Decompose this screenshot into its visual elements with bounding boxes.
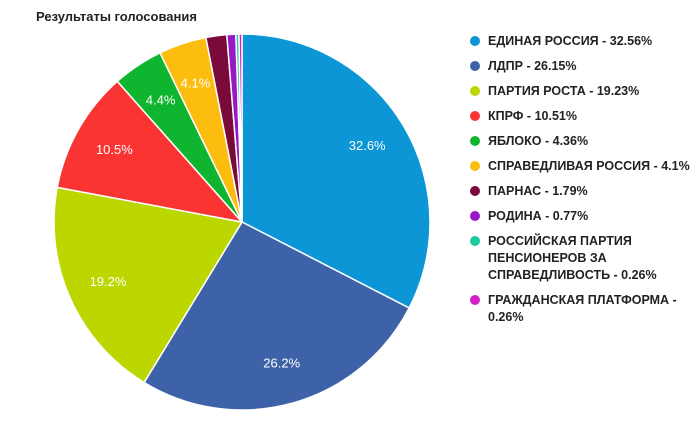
legend-swatch-icon: [470, 111, 480, 121]
pie-slice-3: [56, 80, 245, 224]
legend-label: РОДИНА - 0.77%: [488, 209, 589, 223]
slice-label-0: 32.6%: [349, 138, 386, 153]
legend-swatch-icon: [470, 236, 480, 246]
slice-label-4: 4.4%: [146, 93, 176, 108]
pie-chart: 32.6% 26.2% 19.2% 10.5% 4.4% 4.1%: [53, 33, 431, 411]
legend-swatch-icon: [470, 36, 480, 46]
legend-item-7: РОДИНА - 0.77%: [466, 208, 698, 225]
legend-item-9: ГРАЖДАНСКАЯ ПЛАТФОРМА - 0.26%: [466, 292, 698, 326]
legend-label: КПРФ - 10.51%: [488, 109, 577, 123]
legend-label: ЕДИНАЯ РОССИЯ - 32.56%: [488, 34, 653, 48]
legend-item-5: СПРАВЕДЛИВАЯ РОССИЯ - 4.1%: [466, 158, 698, 175]
legend-swatch-icon: [470, 161, 480, 171]
legend-swatch-icon: [470, 186, 480, 196]
legend-label: ЛДПР - 26.15%: [488, 59, 577, 73]
legend-label: СПРАВЕДЛИВАЯ РОССИЯ - 4.1%: [488, 159, 690, 173]
slice-label-3: 10.5%: [96, 142, 133, 157]
legend-label: ПАРТИЯ РОСТА - 19.23%: [488, 84, 640, 98]
chart-title: Результаты голосования: [36, 9, 197, 24]
legend-label: ПАРНАС - 1.79%: [488, 184, 588, 198]
pie-slice-2: [53, 186, 244, 384]
legend: ЕДИНАЯ РОССИЯ - 32.56% ЛДПР - 26.15% ПАРТИ…: [466, 33, 698, 334]
legend-item-2: ПАРТИЯ РОСТА - 19.23%: [466, 83, 698, 100]
slice-label-2: 19.2%: [90, 274, 127, 289]
pie-slice-9: [238, 33, 243, 223]
legend-swatch-icon: [470, 86, 480, 96]
slice-label-1: 26.2%: [263, 356, 300, 371]
legend-item-1: ЛДПР - 26.15%: [466, 58, 698, 75]
legend-swatch-icon: [470, 211, 480, 221]
legend-label: РОССИЙСКАЯ ПАРТИЯ ПЕНСИОНЕРОВ ЗА СПРАВЕД…: [488, 234, 657, 282]
legend-item-8: РОССИЙСКАЯ ПАРТИЯ ПЕНСИОНЕРОВ ЗА СПРАВЕД…: [466, 233, 698, 284]
pie-slice-0: [241, 33, 431, 310]
legend-swatch-icon: [470, 295, 480, 305]
legend-label: ГРАЖДАНСКАЯ ПЛАТФОРМА - 0.26%: [488, 293, 677, 324]
legend-label: ЯБЛОКО - 4.36%: [488, 134, 589, 148]
pie-slice-1: [143, 221, 411, 411]
legend-item-3: КПРФ - 10.51%: [466, 108, 698, 125]
legend-swatch-icon: [470, 136, 480, 146]
slice-label-5: 4.1%: [181, 75, 211, 90]
legend-item-4: ЯБЛОКО - 4.36%: [466, 133, 698, 150]
legend-item-6: ПАРНАС - 1.79%: [466, 183, 698, 200]
legend-item-0: ЕДИНАЯ РОССИЯ - 32.56%: [466, 33, 698, 50]
legend-swatch-icon: [470, 61, 480, 71]
